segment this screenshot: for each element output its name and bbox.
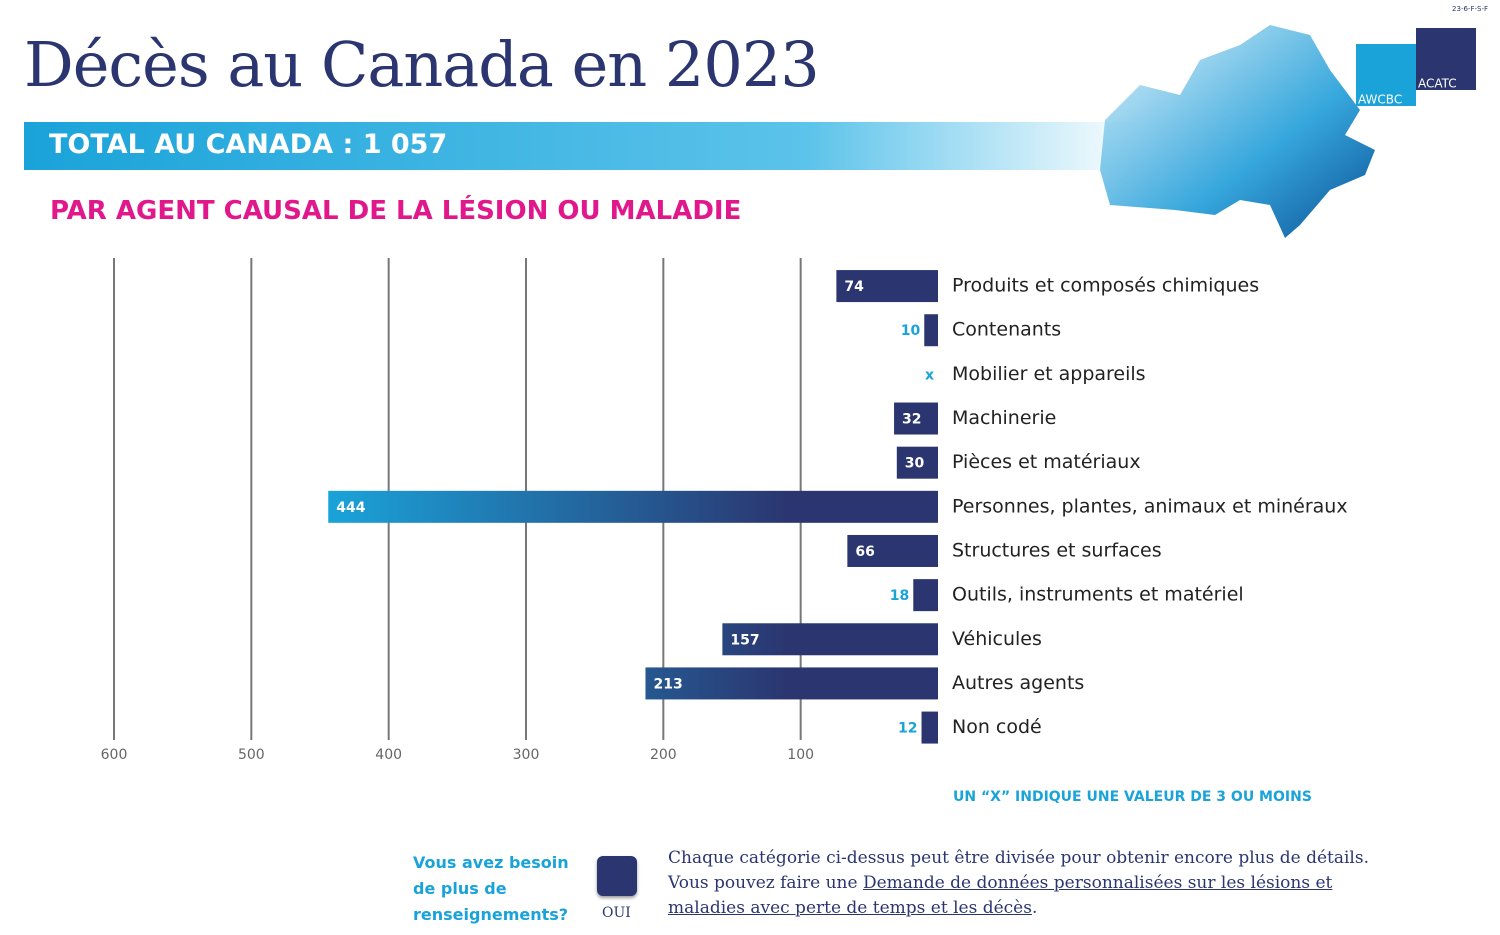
logo-text: ACATC	[1418, 77, 1457, 91]
total-banner: TOTAL AU CANADA : 1 057	[24, 122, 1144, 170]
bar	[722, 623, 938, 656]
title: Décès au Canada en 2023	[24, 28, 820, 101]
bar	[645, 667, 938, 700]
logo-left	[1356, 44, 1416, 106]
value-label: 74	[844, 279, 864, 295]
logo-right	[1416, 28, 1476, 90]
question: Vous avez besoin de plus de renseignemen…	[413, 853, 569, 924]
x-tick-label: 200	[650, 747, 677, 763]
link[interactable]: Demande de données personnalisées sur le…	[668, 873, 1333, 918]
value-label: 32	[902, 412, 921, 428]
value-label: x	[925, 367, 934, 383]
logo-text: AWCBC	[1358, 93, 1402, 107]
x-tick-label: 300	[513, 747, 540, 763]
category-label: Outils, instruments et matériel	[952, 584, 1244, 606]
category-label: Produits et composés chimiques	[952, 275, 1259, 297]
bar	[836, 270, 938, 303]
document-code: 23-6-F-S-F	[1452, 5, 1488, 13]
x-tick-label: 600	[101, 747, 128, 763]
x-tick-label: 400	[375, 747, 402, 763]
value-label: 12	[898, 721, 917, 737]
value-label: 30	[905, 456, 925, 472]
text: Vous pouvez faire une	[668, 873, 863, 893]
subtitle: PAR AGENT CAUSAL DE LA LÉSION OU MALADIE	[50, 196, 742, 226]
value-label: 444	[336, 500, 365, 516]
bar	[924, 314, 938, 347]
note: UN “X” INDIQUE UNE VALEUR DE 3 OU MOINS	[953, 789, 1312, 805]
bar	[328, 490, 938, 523]
x-tick-label: 100	[787, 747, 814, 763]
category-label: Pièces et matériaux	[952, 451, 1141, 473]
bar	[896, 446, 938, 479]
text: .	[1031, 898, 1038, 918]
category-label: Structures et surfaces	[952, 539, 1162, 561]
info-text: Chaque catégorie ci-dessus peut être div…	[668, 846, 1398, 921]
category-label: Autres agents	[952, 672, 1084, 694]
button-label: OUI	[602, 905, 631, 921]
category-label: Véhicules	[952, 628, 1042, 650]
oui-button[interactable]	[597, 856, 637, 896]
category-label: Personnes, plantes, animaux et minéraux	[952, 495, 1348, 517]
category-label: Contenants	[952, 319, 1061, 341]
value-label: 213	[653, 676, 682, 692]
bar	[921, 711, 938, 744]
value-label: 66	[855, 544, 874, 560]
text: Chaque catégorie ci-dessus peut être div…	[668, 848, 1370, 868]
value-label: 10	[901, 323, 921, 339]
bar	[913, 579, 938, 612]
bar	[894, 402, 938, 435]
map-of-canada	[1100, 25, 1375, 238]
category-label: Machinerie	[952, 407, 1056, 429]
value-label: 18	[890, 588, 909, 604]
category-label: Mobilier et appareils	[952, 363, 1146, 385]
category-label: Non codé	[952, 716, 1042, 738]
x-tick-label: 500	[238, 747, 265, 763]
bar	[847, 534, 938, 567]
value-label: 157	[730, 632, 759, 648]
total: TOTAL AU CANADA : 1 057	[49, 129, 448, 160]
